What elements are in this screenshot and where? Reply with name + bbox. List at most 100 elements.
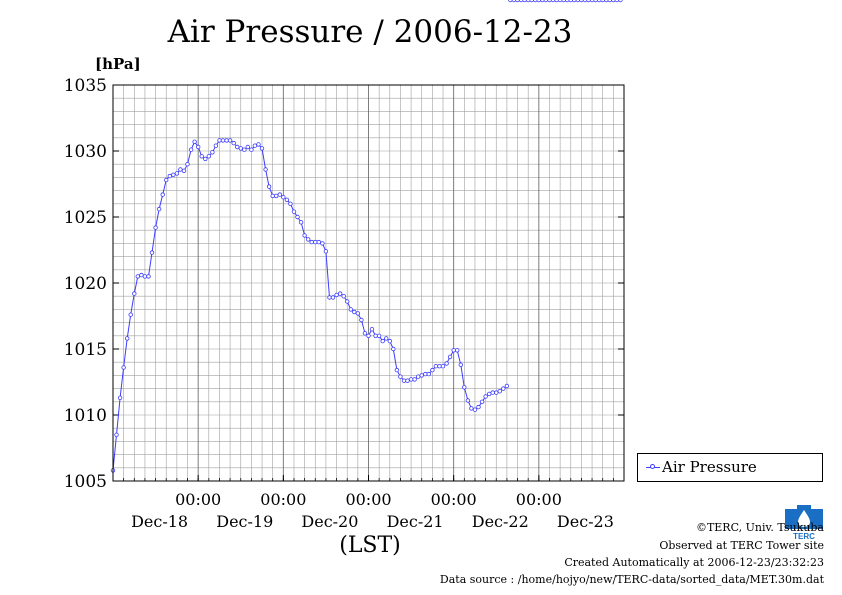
data-point: [242, 147, 247, 152]
chart-title: Air Pressure / 2006-12-23: [167, 14, 573, 50]
data-point: [195, 144, 201, 150]
data-point: [373, 333, 378, 338]
data-point: [117, 395, 123, 400]
data-point: [465, 398, 471, 403]
data-point: [323, 249, 329, 254]
data-point: [298, 220, 304, 225]
data-point: [163, 177, 169, 183]
x-tick-time-label: 00:00: [345, 490, 391, 509]
data-point: [504, 383, 510, 389]
x-tick-date-label: Dec-18: [131, 512, 188, 531]
data-point: [185, 161, 190, 167]
data-point: [604, 0, 609, 3]
data-point: [561, 0, 566, 3]
legend-label: Air Pressure: [662, 458, 757, 476]
terc-logo-icon: TERC: [783, 503, 825, 541]
data-point: [607, 0, 612, 3]
x-tick-time-label: 00:00: [516, 490, 562, 509]
data-point: [575, 0, 581, 3]
data-point: [384, 336, 389, 341]
data-point: [444, 361, 449, 366]
data-point: [536, 0, 541, 3]
data-point: [355, 311, 361, 316]
data-point: [284, 197, 290, 202]
data-point: [291, 209, 297, 214]
data-point: [188, 147, 194, 152]
data-point: [288, 201, 293, 206]
credit-created: Created Automatically at 2006-12-23/23:3…: [564, 556, 824, 569]
data-point: [522, 0, 527, 3]
x-tick-time-label: 00:00: [175, 490, 221, 509]
data-point: [501, 386, 506, 391]
data-point: [124, 336, 130, 341]
data-point: [302, 233, 307, 238]
data-point: [618, 0, 623, 3]
data-point: [149, 250, 155, 255]
data-point: [508, 0, 513, 3]
y-tick-label: 1015: [64, 340, 107, 360]
data-point: [206, 154, 211, 159]
data-point: [224, 138, 229, 143]
data-point: [412, 377, 417, 382]
data-point: [437, 364, 442, 369]
data-point: [320, 241, 325, 246]
x-tick-time-label: 00:00: [260, 490, 306, 509]
x-tick-date-label: Dec-21: [387, 512, 444, 531]
data-point: [447, 354, 453, 360]
data-point: [433, 364, 439, 369]
data-point: [156, 206, 162, 212]
legend: Air Pressure: [637, 453, 823, 482]
data-point: [132, 291, 137, 296]
data-point: [593, 0, 598, 3]
data-point: [135, 274, 140, 279]
data-point: [472, 407, 478, 412]
data-point: [313, 239, 318, 245]
data-point: [281, 194, 286, 200]
data-point: [540, 0, 545, 3]
x-tick-date-label: Dec-19: [216, 512, 273, 531]
data-point: [334, 292, 339, 298]
credit-copyright: ©TERC, Univ. Tsukuba: [695, 521, 824, 534]
data-point: [359, 317, 364, 323]
series-line: [112, 139, 508, 471]
data-point: [568, 0, 573, 3]
data-point: [220, 138, 226, 143]
data-point: [181, 168, 187, 173]
data-point: [171, 172, 176, 177]
data-point: [611, 0, 616, 3]
data-point: [416, 374, 421, 379]
data-point: [316, 239, 321, 245]
x-axis-ticks: 00:00 Dec-18 00:00 Dec-19 00:00 Dec-20 00:00 De…: [123, 475, 614, 531]
data-point: [199, 154, 204, 159]
data-point: [423, 371, 428, 377]
data-point: [391, 346, 396, 352]
series-air-pressure: [110, 0, 623, 473]
data-point: [600, 0, 605, 3]
x-axis-label: (LST): [339, 533, 401, 558]
data-point: [238, 146, 243, 151]
data-point: [387, 338, 392, 344]
data-point: [139, 272, 144, 278]
data-point: [128, 312, 133, 317]
data-point: [274, 193, 279, 199]
data-point: [483, 394, 488, 399]
data-point: [479, 399, 485, 404]
data-point: [295, 214, 300, 220]
credit-observed: Observed at TERC Tower site: [659, 539, 824, 552]
data-point: [362, 331, 368, 336]
data-point: [419, 373, 424, 378]
y-axis-unit: [hPa]: [95, 55, 141, 73]
data-point: [565, 0, 570, 3]
data-point: [526, 0, 531, 3]
data-point: [213, 143, 219, 148]
data-point: [167, 173, 172, 179]
data-point: [550, 0, 556, 3]
data-point: [490, 390, 495, 395]
data-point: [217, 138, 222, 143]
data-point: [462, 385, 467, 390]
data-point: [451, 348, 456, 353]
x-tick-time-label: 00:00: [431, 490, 477, 509]
data-point: [174, 171, 180, 176]
y-tick-label: 1010: [64, 406, 107, 426]
